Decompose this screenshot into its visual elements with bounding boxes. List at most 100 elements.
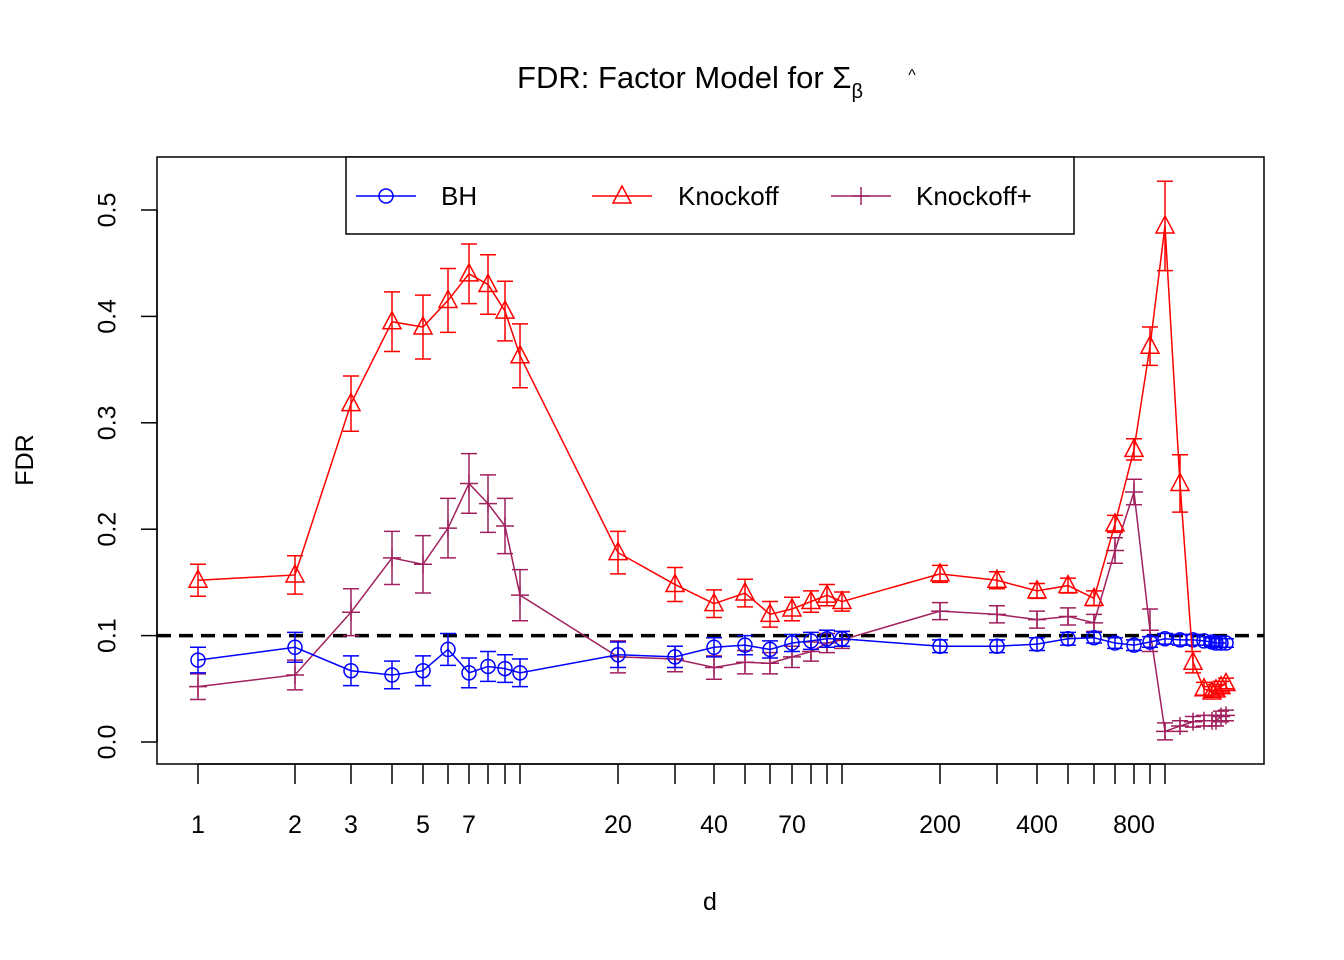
error-bar (343, 655, 359, 687)
data-point (414, 555, 432, 574)
legend-knockoff-triangle-icon (611, 184, 633, 204)
x-tick-label: 200 (919, 811, 961, 839)
data-point (1156, 722, 1174, 741)
data-point (834, 631, 850, 647)
data-point (736, 653, 754, 672)
plot-frame (156, 156, 1265, 765)
chart-title-main: FDR: Factor Model for Σ (517, 60, 851, 95)
data-point (512, 665, 528, 681)
data-point (286, 665, 304, 684)
data-point (284, 563, 306, 583)
y-axis: 0.0 0.1 0.2 0.3 0.4 0.5 (94, 193, 158, 759)
data-point (1059, 607, 1077, 626)
data-point (340, 392, 362, 412)
error-bar (440, 267, 456, 334)
data-point (458, 262, 480, 282)
chart-title: FDR: Factor Model for Σβ (517, 60, 863, 103)
data-point (1057, 573, 1079, 594)
x-tick-label: 800 (1113, 811, 1155, 839)
data-point (1172, 632, 1188, 648)
data-point (189, 677, 207, 696)
error-bar (512, 323, 528, 389)
data-point (1218, 635, 1234, 651)
data-point (784, 635, 800, 651)
data-point (664, 572, 686, 593)
data-point (737, 637, 753, 653)
data-point (494, 299, 516, 319)
error-bar (343, 375, 359, 433)
data-point (705, 658, 723, 677)
legend-entry-bh: BH (356, 181, 477, 211)
data-point (343, 662, 359, 679)
error-bar (415, 294, 431, 360)
error-bar (480, 650, 496, 683)
data-point (1169, 471, 1191, 492)
legend-knockoff-plus-plus-icon (852, 187, 870, 205)
data-point (440, 641, 456, 658)
legend-knockoff-label: Knockoff (678, 181, 779, 211)
legend-entry-knockoff: Knockoff (592, 181, 779, 211)
data-point (480, 658, 496, 675)
error-bar (480, 253, 496, 316)
data-point (1215, 671, 1237, 692)
data-point (932, 638, 948, 654)
data-point (1182, 650, 1204, 670)
error-bar (415, 655, 431, 687)
error-bar (819, 629, 835, 649)
data-point (816, 583, 838, 603)
data-point (1157, 631, 1173, 647)
data-point (610, 647, 626, 663)
y-tick-label: 0.1 (94, 618, 122, 653)
data-point (1123, 437, 1145, 458)
y-tick-label: 0.2 (94, 512, 122, 547)
data-point (607, 541, 629, 561)
data-point (759, 602, 781, 623)
error-bar (762, 640, 778, 659)
data-point (667, 649, 683, 665)
data-point (1026, 579, 1048, 599)
data-point (479, 494, 497, 513)
error-bar (461, 243, 477, 305)
series-knockoff (187, 180, 1237, 700)
data-point (509, 344, 531, 364)
series-knockoff-line (197, 225, 1227, 693)
legend: BH Knockoff Knockoff+ (345, 156, 1075, 235)
error-bar (1218, 677, 1234, 690)
error-bar (1172, 453, 1188, 513)
error-bar (497, 654, 513, 684)
data-point (781, 597, 803, 617)
data-point (1086, 629, 1102, 646)
x-tick-label: 5 (416, 811, 430, 839)
data-point (1154, 214, 1176, 234)
x-tick-label: 3 (344, 811, 358, 839)
error-bar (440, 632, 456, 667)
data-point (1142, 634, 1158, 650)
data-point (1185, 632, 1201, 648)
data-point (415, 662, 431, 679)
error-bar (610, 530, 626, 575)
data-point (803, 633, 819, 649)
x-tick-label: 20 (604, 811, 632, 839)
chart-title-subscript: β (851, 81, 863, 103)
data-point (1139, 334, 1161, 354)
data-point (706, 639, 722, 656)
data-point (831, 589, 853, 610)
data-point (1208, 635, 1224, 651)
data-point (439, 519, 457, 538)
axes: 0.0 0.1 0.2 0.3 0.4 0.5 1 2 3 5 7 20 40 70 200 400 800 (94, 193, 1264, 839)
error-bar (803, 631, 819, 651)
data-point (461, 665, 477, 681)
data-point (383, 548, 401, 567)
data-point (1126, 637, 1142, 653)
error-bar (784, 596, 800, 622)
error-bar (287, 555, 303, 595)
data-point (1184, 712, 1202, 731)
data-point (412, 315, 434, 335)
y-axis-title: FDR (11, 434, 39, 485)
data-point (1083, 586, 1105, 607)
y-tick-label: 0.4 (94, 299, 122, 334)
data-point (734, 581, 756, 601)
legend-entry-knockoff-plus: Knockoff+ (831, 181, 1032, 211)
error-bar (190, 646, 206, 674)
